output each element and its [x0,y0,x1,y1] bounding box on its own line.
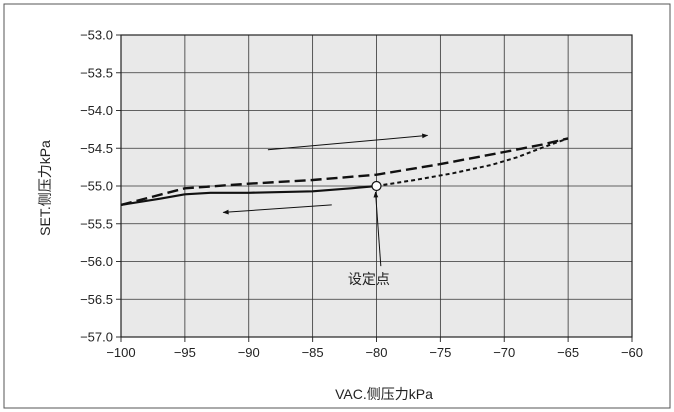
x-tick-label: −95 [174,345,196,360]
y-tick-label: −57.0 [80,330,113,345]
set-point-pointer [373,191,382,267]
y-axis-label: SET.侧压力kPa [37,140,53,236]
x-tick-label: −85 [302,345,324,360]
set-point-marker [371,180,382,192]
x-tick-label: −65 [557,345,579,360]
x-tick-label: −100 [106,345,135,360]
y-tick-label: −55.5 [80,216,113,231]
y-tick-label: −53.0 [80,28,113,43]
y-tick-label: −55.0 [80,179,113,194]
direction-arrow [267,133,429,151]
y-tick-label: −53.5 [80,65,113,80]
y-tick-label: −56.5 [80,292,113,307]
x-tick-label: −80 [365,345,387,360]
y-tick-label: −56.0 [80,254,113,269]
plot-area: −100 −95 −90 −85 −80 −75 −70 −65 −60 −53.0 −53.5 −5… [80,28,643,361]
series-dashed-line [120,137,569,207]
y-tick-label: −54.0 [80,103,113,118]
series-solid-line [120,184,377,206]
x-tick-label: −70 [493,345,515,360]
x-tick-label: −75 [429,345,451,360]
set-point-label: 设定点 [348,271,390,287]
series-dotted-line [376,137,569,187]
x-axis-label: VAC.侧压力kPa [335,386,433,402]
direction-arrow [222,204,332,215]
y-tick-label: −54.5 [80,141,113,156]
plot-border [120,34,633,338]
x-tick-label: −60 [621,345,643,360]
x-tick-label: −90 [238,345,260,360]
